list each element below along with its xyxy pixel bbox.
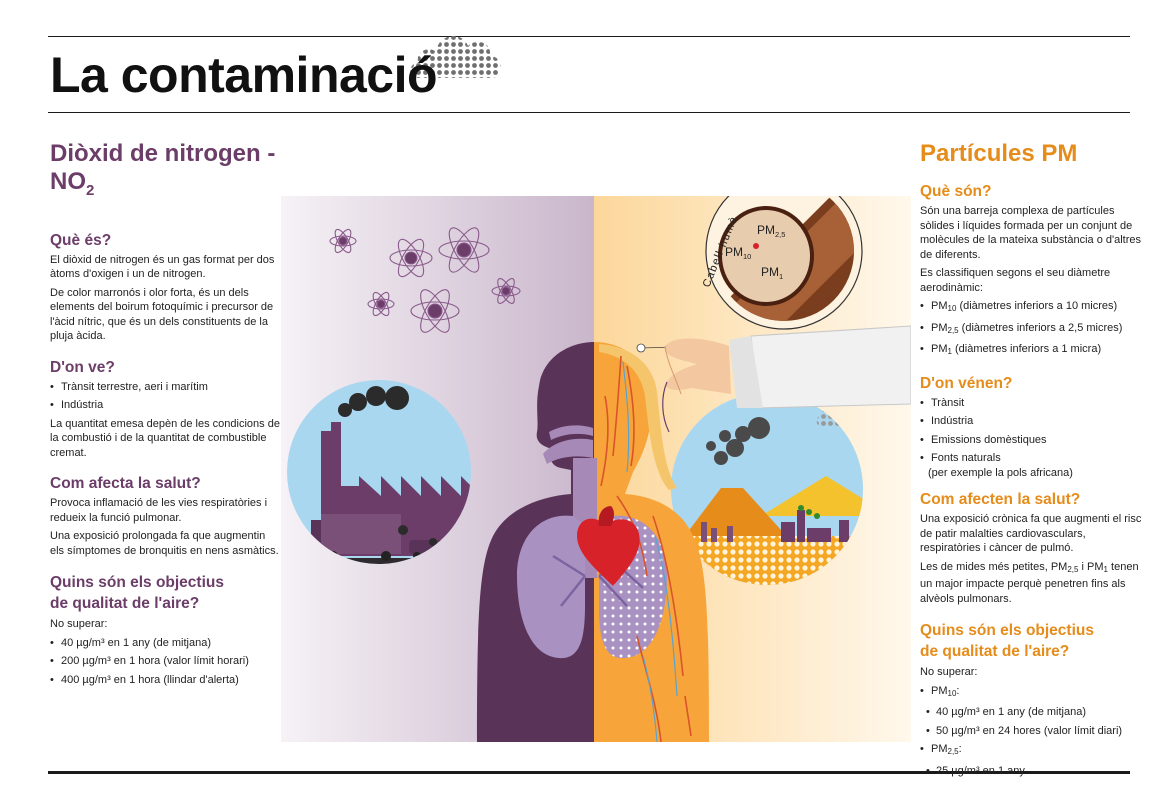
list-item: Indústria <box>920 414 1145 429</box>
list-item: 400 µg/m³ en 1 hora (llindar d'alerta) <box>50 673 280 688</box>
list-item: 40 µg/m³ en 1 any (de mitjana) <box>50 636 280 651</box>
list-item: PM2,5 (diàmetres inferiors a 2,5 micres) <box>920 321 1145 339</box>
list-item: 40 µg/m³ en 1 any (de mitjana) <box>920 705 1145 720</box>
list-item: Indústria <box>50 398 280 413</box>
no2-source-list: Trànsit terrestre, aeri i marítim Indúst… <box>50 380 280 413</box>
no2-health-text-1: Provoca inflamació de les vies respiratò… <box>50 497 268 524</box>
no2-health-text-2: Una exposició prolongada fa que augmenti… <box>50 530 279 557</box>
no2-what-heading: Què és? <box>50 231 112 249</box>
pm-objectives-list: PM10: 40 µg/m³ en 1 any (de mitjana) 50 … <box>920 684 1145 779</box>
list-item: 50 µg/m³ en 24 hores (valor límit diari) <box>920 724 1145 739</box>
no2-objectives-intro: No superar: <box>50 618 108 631</box>
pollution-cloud-icon <box>410 35 501 78</box>
no2-source-text: La quantitat emesa depèn de les condicio… <box>50 417 280 459</box>
list-item: Fonts naturals <box>920 451 1145 466</box>
hair <box>599 344 677 490</box>
no2-health-heading: Com afecta la salut? <box>50 475 201 493</box>
list-item-note: (per exemple la pols africana) <box>928 466 1073 479</box>
pm-source-heading: D'on vénen? <box>920 374 1013 392</box>
no2-column: Diòxid de nitrogen - NO2 Què és? El diòx… <box>50 140 280 691</box>
list-item: PM1 (diàmetres inferiors a 1 micra) <box>920 342 1145 360</box>
scientist-hand <box>662 325 911 433</box>
pm-source-list: Trànsit Indústria Emissions domèstiques … <box>920 396 1145 481</box>
pm-objectives-heading: Quins són els objectius de qualitat de l'… <box>920 622 1094 660</box>
top-rule <box>48 36 1130 37</box>
pm-health-text-2: Les de mides més petites, PM2,5 i PM1 te… <box>920 560 1139 605</box>
list-item: PM2,5: <box>920 742 1145 760</box>
list-item: PM10: <box>920 684 1145 702</box>
no2-section-title: Diòxid de nitrogen - NO2 <box>50 140 276 199</box>
list-item: PM10 (diàmetres inferiors a 10 micres) <box>920 299 1145 317</box>
list-item: Trànsit terrestre, aeri i marítim <box>50 380 280 395</box>
pm1-label: PM1 <box>761 265 783 281</box>
no2-what-text-1: El diòxid de nitrogen és un gas format p… <box>50 253 275 281</box>
pm-objectives-intro: No superar: <box>920 666 978 678</box>
hair-magnifier <box>636 196 863 353</box>
pm-column: Partícules PM Què són? Són una barreja c… <box>920 140 1145 782</box>
pollution-illustration: Cabell humà PM2,5 PM10 PM1 <box>281 196 911 742</box>
page-title: La contaminació <box>50 47 438 103</box>
pm-what-text-2: Es classifiquen segons el seu diàmetre a… <box>920 267 1111 294</box>
heart-icon <box>577 518 640 586</box>
list-item: 200 µg/m³ en 1 hora (valor límit horari) <box>50 654 280 669</box>
pm-what-text-1: Són una barreja complexa de partícules s… <box>920 205 1141 261</box>
no2-objectives-list: 40 µg/m³ en 1 any (de mitjana) 200 µg/m³… <box>50 636 280 688</box>
title-underline <box>48 112 1130 113</box>
no2-molecule-icons <box>329 227 521 333</box>
bottom-rule <box>48 771 1130 774</box>
pm-health-text-1: Una exposició crònica fa que augmenti el… <box>920 513 1142 554</box>
pm25-label: PM2,5 <box>757 223 785 239</box>
pm-classes-list: PM10 (diàmetres inferiors a 10 micres) P… <box>920 299 1145 360</box>
bronchi <box>552 554 644 607</box>
list-item: Emissions domèstiques <box>920 433 1145 448</box>
no2-objectives-heading: Quins són els objectius de qualitat de l'… <box>50 574 224 613</box>
no2-sources-scene <box>287 380 471 564</box>
pm-what-heading: Què són? <box>920 183 992 200</box>
list-item: Trànsit <box>920 396 1145 411</box>
pm10-label: PM10 <box>725 245 751 261</box>
pm-health-heading: Com afecten la salut? <box>920 491 1081 508</box>
list-item: 25 µg/m³ en 1 any <box>920 764 1145 779</box>
pm-section-title: Partícules PM <box>920 140 1078 167</box>
no2-source-heading: D'on ve? <box>50 358 115 376</box>
left-lung <box>517 515 585 659</box>
no2-what-text-2: De color marronós i olor forta, és un de… <box>50 286 274 343</box>
nerves <box>622 361 678 742</box>
